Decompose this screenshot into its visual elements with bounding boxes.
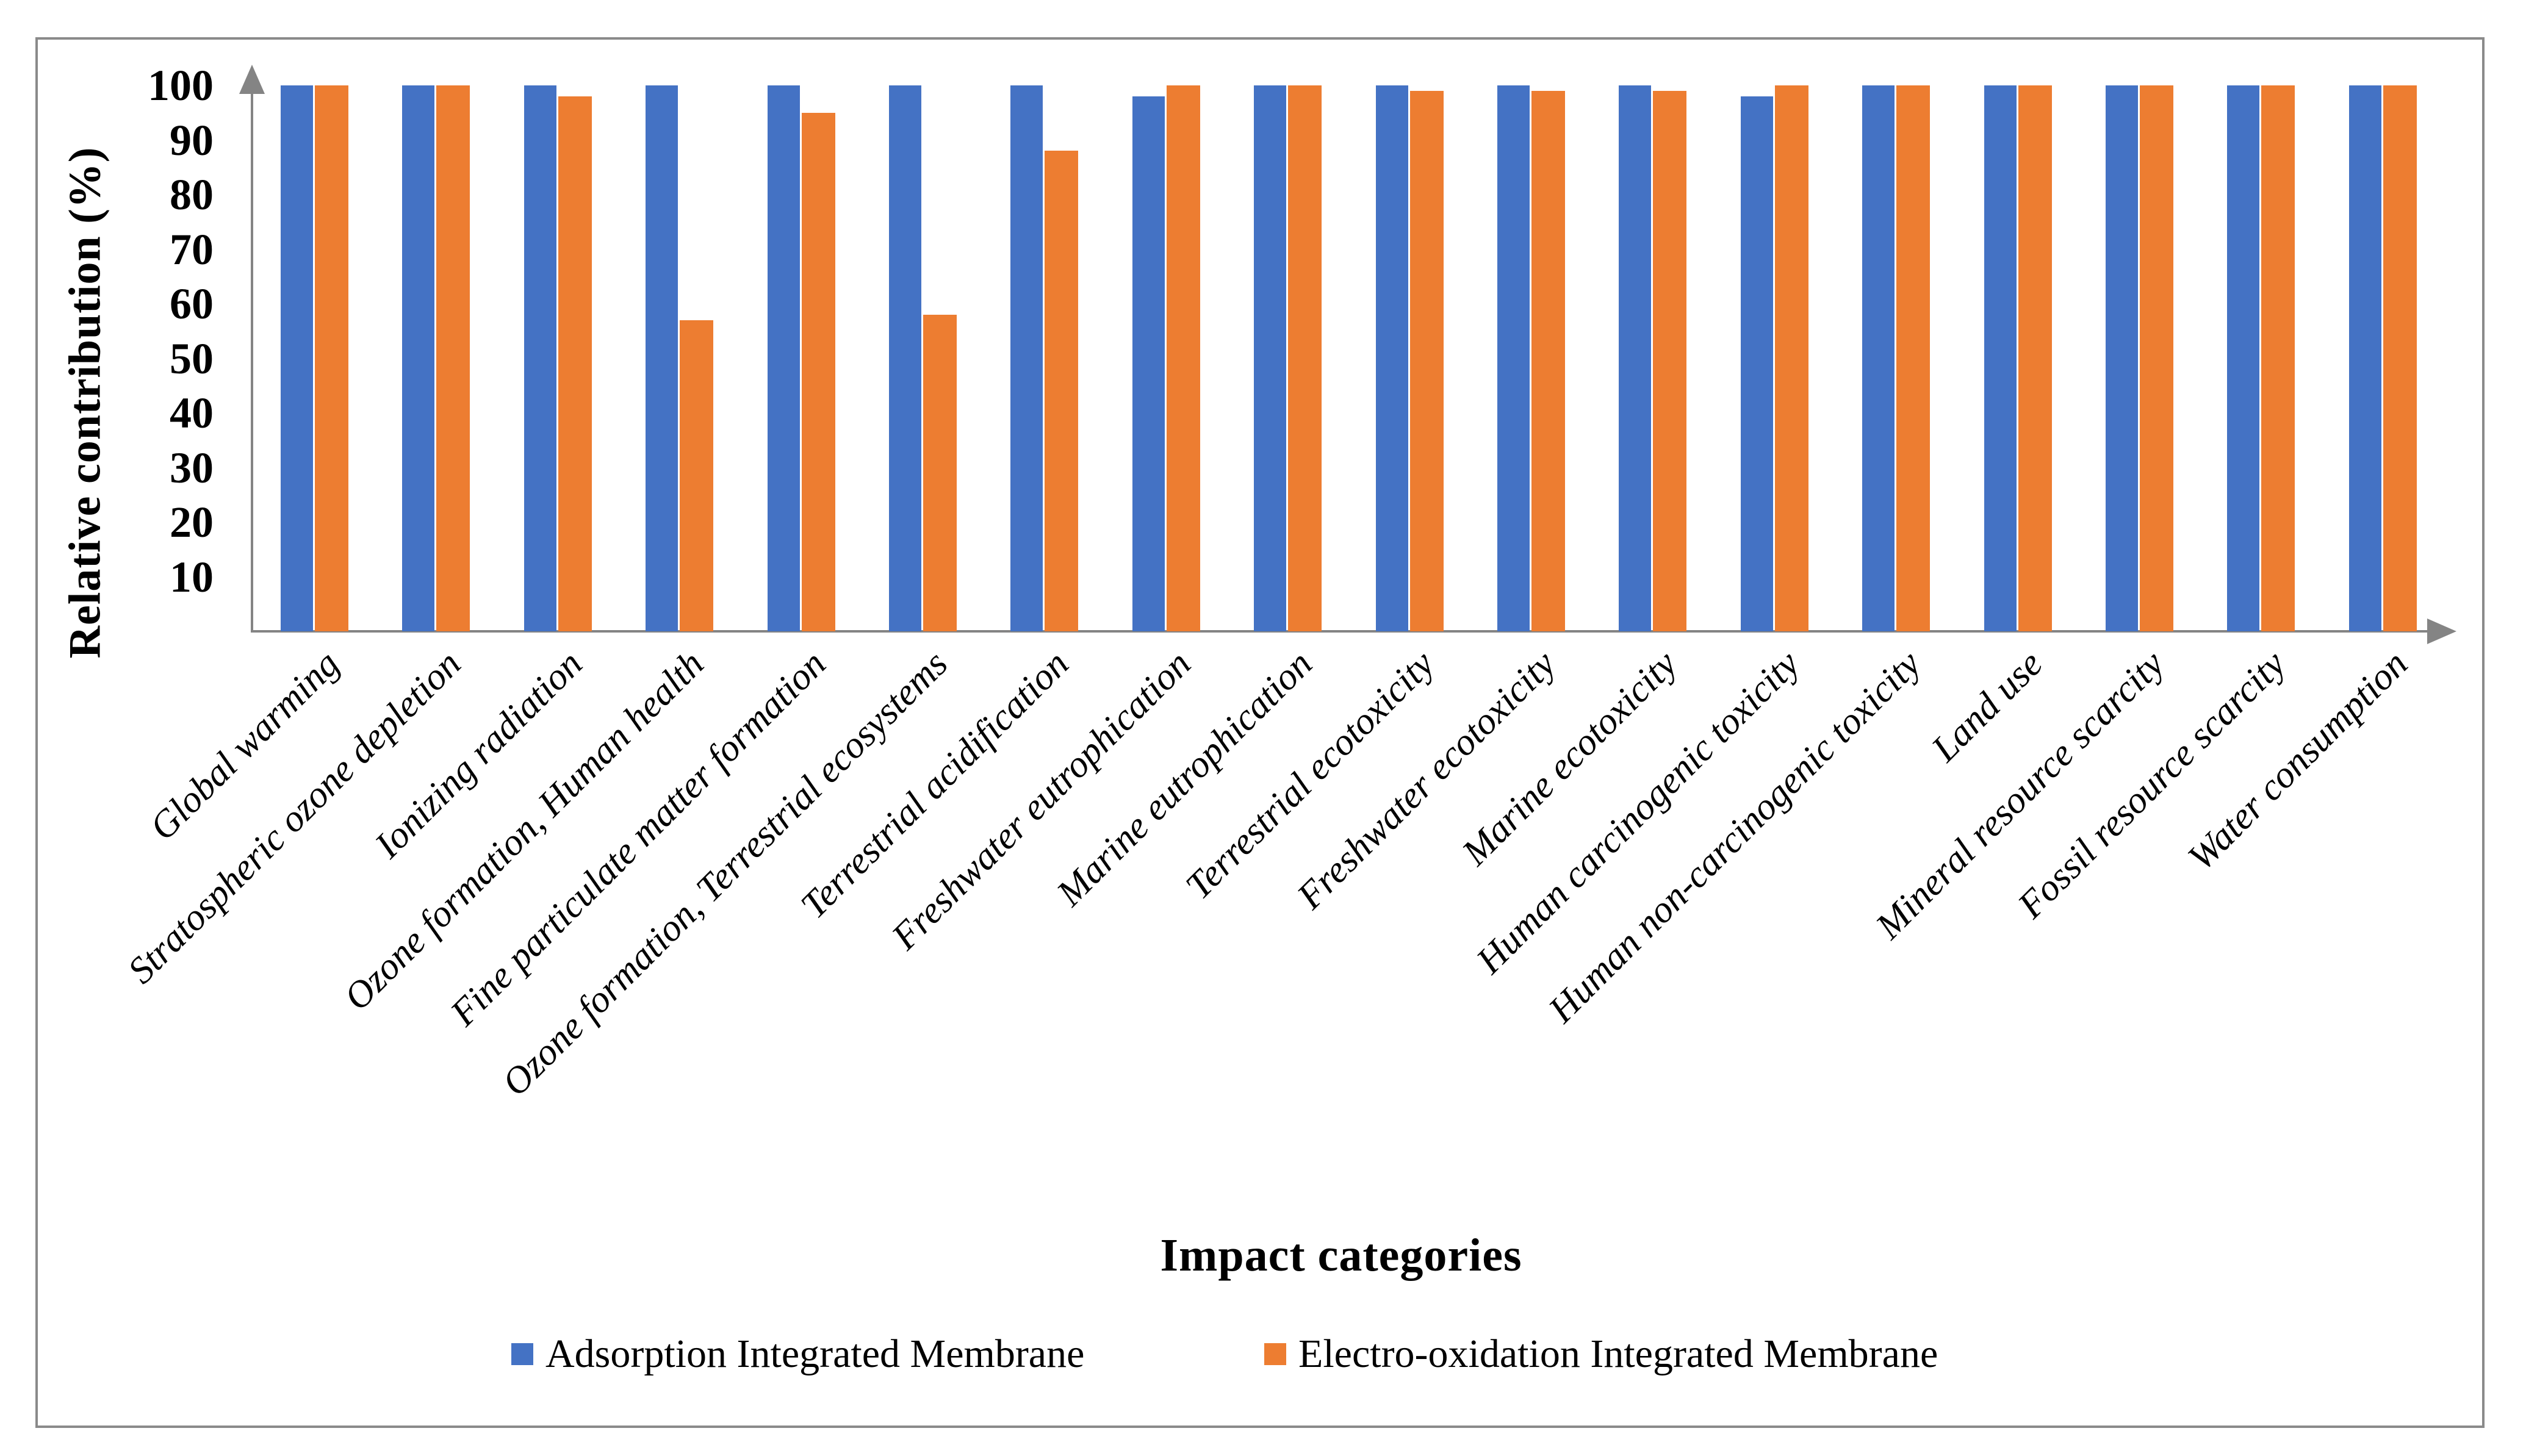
y-tick-label: 50 xyxy=(170,334,214,383)
bar-electro-oxidation xyxy=(1288,85,1322,631)
y-tick-label: 30 xyxy=(170,443,214,492)
bar-electro-oxidation xyxy=(558,96,592,631)
bar-adsorption xyxy=(2106,85,2138,631)
bar-adsorption xyxy=(2227,85,2259,631)
bar-electro-oxidation xyxy=(923,315,957,631)
bar-electro-oxidation xyxy=(2261,85,2295,631)
bar-electro-oxidation xyxy=(1896,85,1930,631)
bar-electro-oxidation xyxy=(1531,91,1565,631)
bar-adsorption xyxy=(1010,85,1043,631)
legend-label-electro-oxidation: Electro-oxidation Integrated Membrane xyxy=(1298,1332,1938,1376)
y-tick-label: 40 xyxy=(170,389,214,437)
y-tick-label: 100 xyxy=(148,61,214,110)
bar-electro-oxidation xyxy=(1410,91,1444,631)
x-axis-title: Impact categories xyxy=(1160,1230,1522,1281)
bar-adsorption xyxy=(768,85,800,631)
y-tick-label: 70 xyxy=(170,224,214,274)
bar-adsorption xyxy=(402,85,434,631)
bar-adsorption xyxy=(1497,85,1530,631)
bar-adsorption xyxy=(1984,85,2017,631)
y-tick-label: 20 xyxy=(170,498,214,547)
legend-swatch-adsorption xyxy=(511,1343,533,1365)
legend-label-adsorption: Adsorption Integrated Membrane xyxy=(545,1332,1085,1376)
x-axis-line xyxy=(251,630,2431,633)
bar-electro-oxidation xyxy=(1653,91,1686,631)
bar-adsorption xyxy=(1132,96,1165,631)
bar-electro-oxidation xyxy=(802,113,835,631)
bar-electro-oxidation xyxy=(1775,85,1808,631)
bar-electro-oxidation xyxy=(2383,85,2417,631)
bar-electro-oxidation xyxy=(436,85,470,631)
bar-adsorption xyxy=(1376,85,1408,631)
bar-electro-oxidation xyxy=(1167,85,1200,631)
y-tick-label: 90 xyxy=(170,115,214,165)
y-tick-label: 10 xyxy=(170,552,214,601)
bar-adsorption xyxy=(646,85,678,631)
bar-adsorption xyxy=(1862,85,1895,631)
bar-electro-oxidation xyxy=(2018,85,2052,631)
bar-adsorption xyxy=(1741,96,1773,631)
y-tick-label: 80 xyxy=(170,170,214,219)
bar-adsorption xyxy=(2349,85,2381,631)
bar-electro-oxidation xyxy=(2140,85,2173,631)
y-axis-arrow-icon xyxy=(239,65,265,94)
y-axis-line xyxy=(251,93,253,631)
bar-adsorption xyxy=(1254,85,1286,631)
bar-electro-oxidation xyxy=(1045,151,1078,631)
legend-item-adsorption: Adsorption Integrated Membrane xyxy=(511,1330,1084,1379)
legend-swatch-electro-oxidation xyxy=(1264,1343,1286,1365)
bar-adsorption xyxy=(281,85,313,631)
x-axis-arrow-icon xyxy=(2427,619,2456,644)
bar-electro-oxidation xyxy=(315,85,348,631)
bar-adsorption xyxy=(1619,85,1651,631)
bar-adsorption xyxy=(524,85,556,631)
bar-adsorption xyxy=(889,85,921,631)
y-tick-label: 60 xyxy=(170,279,214,328)
legend-item-electro-oxidation: Electro-oxidation Integrated Membrane xyxy=(1264,1330,1938,1379)
bar-electro-oxidation xyxy=(680,320,713,631)
